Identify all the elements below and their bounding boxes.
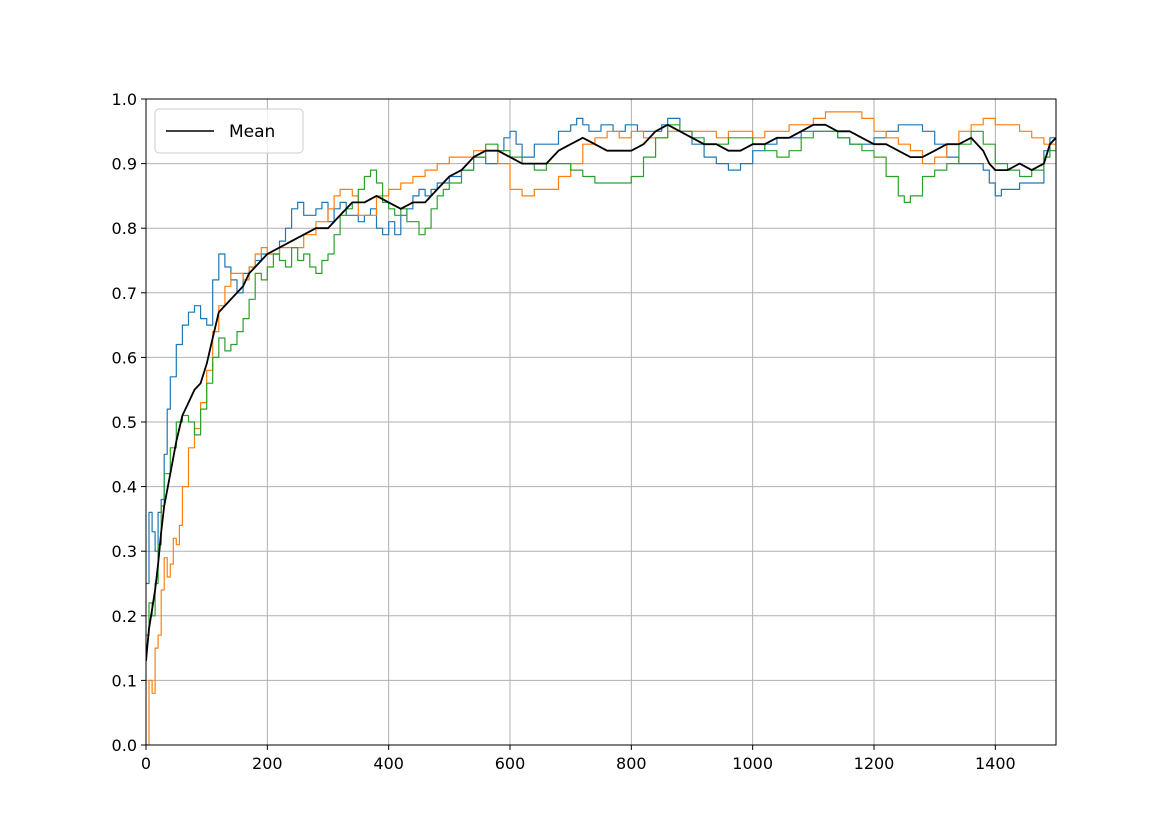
series-line-3 <box>146 124 1056 636</box>
y-tick-label: 0.9 <box>112 155 137 174</box>
y-tick-label: 0.4 <box>112 478 137 497</box>
y-tick-label: 0.3 <box>112 542 137 561</box>
x-tick-label: 1200 <box>854 754 895 773</box>
x-tick-label: 800 <box>616 754 647 773</box>
series-line-mean <box>146 123 1056 662</box>
y-tick-label: 0.6 <box>112 348 137 367</box>
plot-area <box>146 111 1056 745</box>
series-group <box>146 111 1056 745</box>
y-tick-label: 0.1 <box>112 671 137 690</box>
y-tick-label: 0.2 <box>112 607 137 626</box>
x-tick-label: 1000 <box>732 754 773 773</box>
y-tick-label: 0.8 <box>112 219 137 238</box>
x-tick-label: 600 <box>495 754 526 773</box>
y-tick-label: 0.5 <box>112 413 137 432</box>
x-tick-label: 400 <box>373 754 404 773</box>
x-tick-label: 0 <box>141 754 151 773</box>
legend-label: Mean <box>229 122 275 142</box>
x-tick-label: 1400 <box>975 754 1016 773</box>
y-axis: 0.0 0.1 0.2 0.3 0.4 0.5 0.6 0.7 0.8 0.9 1.0 <box>112 90 146 755</box>
y-tick-label: 0.7 <box>112 284 137 303</box>
y-tick-label: 0.0 <box>112 736 137 755</box>
x-axis: 0 200 400 600 800 1000 1200 1400 <box>141 745 1016 773</box>
x-tick-label: 200 <box>252 754 283 773</box>
series-line-2 <box>146 111 1056 745</box>
legend-box <box>154 108 304 154</box>
legend: Mean <box>154 108 304 154</box>
y-tick-label: 1.0 <box>112 90 137 109</box>
